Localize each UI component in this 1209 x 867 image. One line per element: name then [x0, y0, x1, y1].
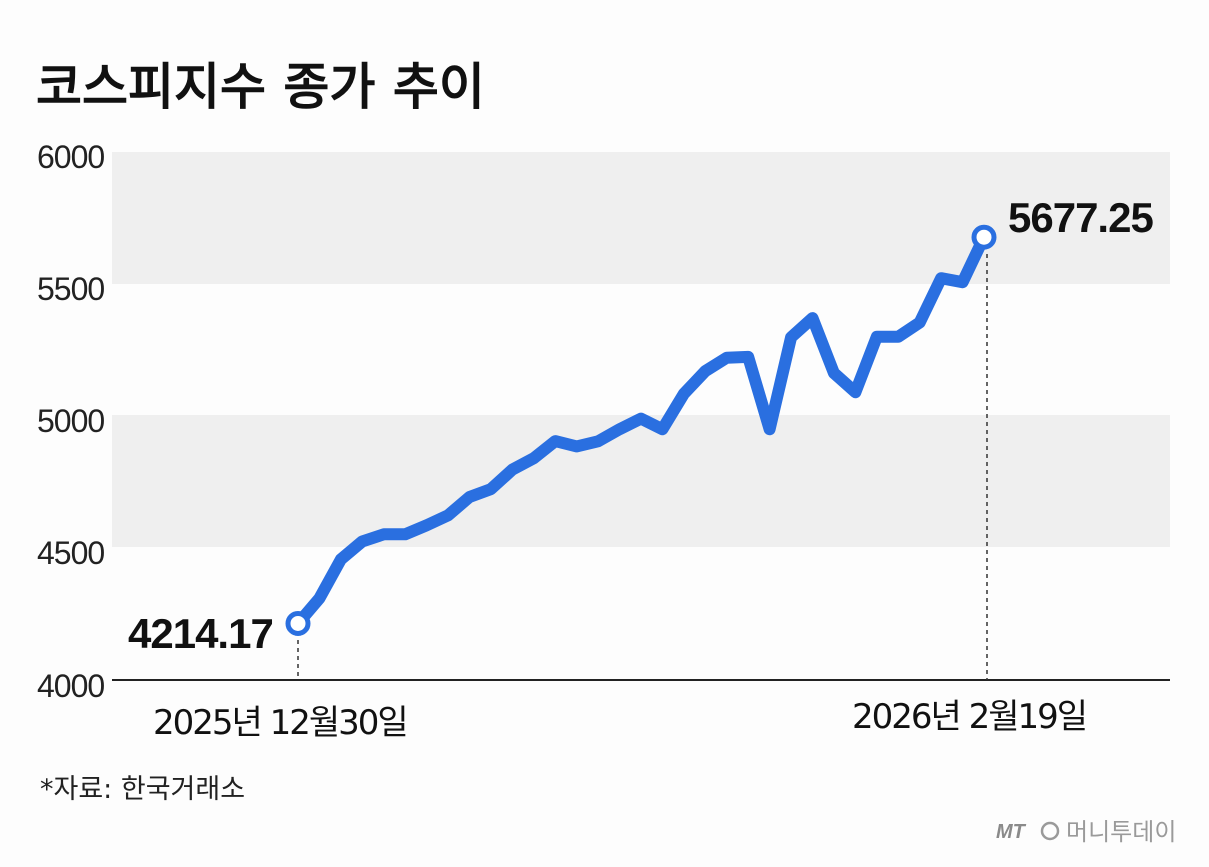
grid-band-lower — [112, 415, 1170, 547]
grid-band-upper — [112, 152, 1170, 284]
start-value-label: 4214.17 — [128, 610, 273, 657]
x-label-end: 2026년 2월19일 — [852, 697, 1086, 737]
end-point-marker — [971, 224, 997, 250]
chart-title: 코스피지수 종가 추이 — [36, 58, 485, 116]
grid-bands — [112, 152, 1170, 547]
logo-name-text: 머니투데이 — [1066, 818, 1176, 846]
y-axis-ticks: 6000 5500 5000 4500 4000 — [37, 139, 105, 704]
start-point-marker — [285, 610, 311, 636]
x-label-start: 2025년 12월30일 — [153, 703, 407, 743]
y-tick-4000: 4000 — [37, 668, 104, 704]
logo-circle-icon — [1040, 821, 1060, 841]
y-tick-5500: 5500 — [37, 271, 104, 307]
end-value-label: 5677.25 — [1008, 194, 1153, 241]
logo-mt-text: MT — [996, 821, 1027, 843]
y-tick-5000: 5000 — [37, 403, 104, 439]
publisher-logo: MT 머니투데이 — [996, 818, 1176, 846]
y-tick-6000: 6000 — [37, 139, 104, 175]
source-note: *자료: 한국거래소 — [40, 774, 245, 805]
y-tick-4500: 4500 — [37, 535, 104, 571]
series-line-kospi — [292, 231, 990, 630]
